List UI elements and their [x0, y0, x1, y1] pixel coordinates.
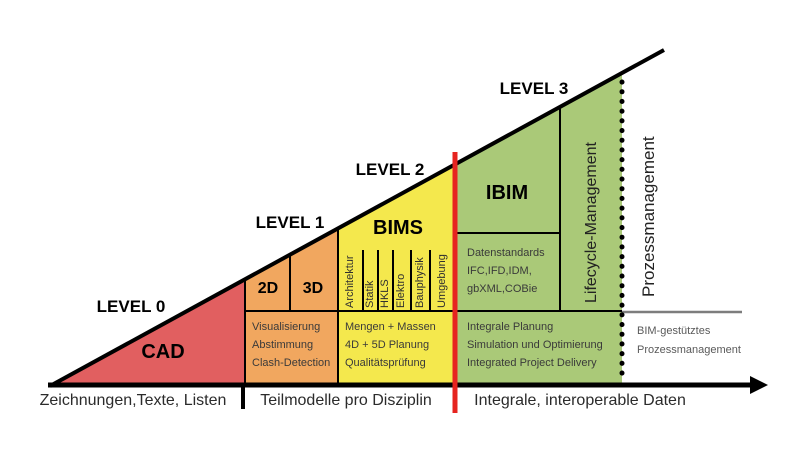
- prozessmanagement-vertical-label: Prozessmanagement: [639, 136, 658, 297]
- level3-region: [455, 73, 622, 385]
- feature-line: Integrated Project Delivery: [467, 357, 597, 369]
- feature-line: BIM-gestütztes: [637, 325, 711, 337]
- discipline-hkls: HKLS: [379, 279, 391, 308]
- discipline-umgebung: Umgebung: [436, 254, 448, 308]
- discipline-architektur: Architektur: [344, 255, 356, 308]
- discipline-bauphysik: Bauphysik: [414, 257, 426, 308]
- axis-arrow-icon: [750, 376, 768, 394]
- feature-line: Mengen + Massen: [345, 321, 436, 333]
- feature-line: Prozessmanagement: [637, 344, 741, 356]
- box-3d: 3D: [302, 280, 324, 297]
- discipline-statik: Statik: [364, 280, 376, 308]
- level3-label: LEVEL 3: [499, 79, 569, 98]
- axis-segment-2: Integrale, interoperable Daten: [474, 392, 686, 409]
- standards-line: IFC,IFD,IDM,: [467, 265, 532, 277]
- lifecycle-management-label: Lifecycle-Management: [583, 142, 600, 303]
- level3-features: Integrale Planung Simulation und Optimie…: [467, 318, 603, 372]
- feature-line: Abstimmung: [252, 339, 314, 351]
- standards-line: gbXML,COBie: [467, 283, 538, 295]
- diagonal-line: [49, 48, 665, 388]
- bims-title: BIMS: [373, 217, 423, 239]
- feature-line: Qualitätsprüfung: [345, 357, 426, 369]
- feature-line: 4D + 5D Planung: [345, 339, 430, 351]
- level3-standards: Datenstandards IFC,IFD,IDM, gbXML,COBie: [467, 244, 545, 298]
- beyond-features: BIM-gestütztes Prozessmanagement: [637, 322, 741, 360]
- feature-line: Clash-Detection: [252, 357, 331, 369]
- feature-line: Simulation und Optimierung: [467, 339, 603, 351]
- level2-features: Mengen + Massen 4D + 5D Planung Qualität…: [345, 318, 436, 372]
- ibim-title: IBIM: [485, 182, 529, 204]
- axis-segment-0: Zeichnungen,Texte, Listen: [39, 392, 227, 409]
- level2-region: [338, 164, 455, 385]
- divider-lines: [244, 106, 622, 385]
- level0-label: LEVEL 0: [96, 297, 166, 316]
- standards-line: Datenstandards: [467, 247, 545, 259]
- box-2d: 2D: [257, 280, 279, 297]
- level1-label: LEVEL 1: [255, 213, 325, 232]
- axis-segment-1: Teilmodelle pro Disziplin: [260, 392, 432, 409]
- feature-line: Visualisierung: [252, 321, 321, 333]
- level1-features: Visualisierung Abstimmung Clash-Detectio…: [252, 318, 330, 372]
- level2-label: LEVEL 2: [355, 160, 425, 179]
- feature-line: Integrale Planung: [467, 321, 554, 333]
- discipline-elektro: Elektro: [395, 273, 407, 308]
- cad-title: CAD: [141, 341, 185, 363]
